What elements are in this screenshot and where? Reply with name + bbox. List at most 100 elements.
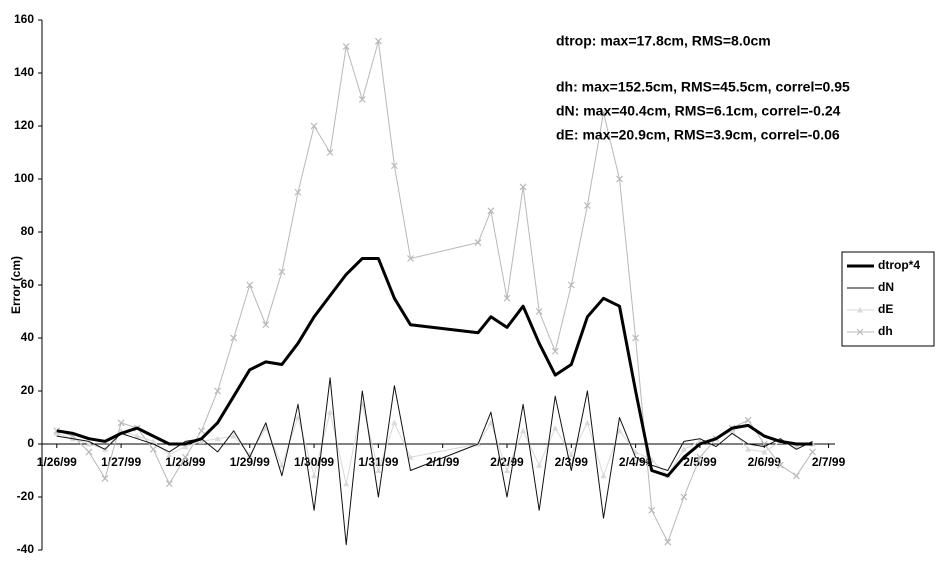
marker: [552, 425, 559, 431]
marker: [375, 467, 382, 473]
marker: [150, 438, 157, 444]
y-tick-label: -20: [17, 489, 35, 503]
marker: [536, 462, 543, 468]
marker: [632, 334, 640, 342]
marker: [648, 506, 656, 514]
marker: [503, 294, 511, 302]
marker: [584, 419, 591, 426]
marker: [520, 427, 527, 434]
series-line: [56, 257, 813, 478]
annotation: dtrop: max=17.8cm, RMS=8.0cm: [556, 33, 771, 49]
y-axis-label: Error (cm): [9, 256, 23, 314]
marker: [85, 441, 92, 447]
x-tick-label: 2/2/99: [490, 455, 524, 469]
legend-label: dtrop*4: [878, 258, 920, 272]
y-tick-label: 20: [21, 383, 35, 397]
marker: [198, 438, 205, 444]
y-tick-label: 120: [14, 118, 34, 132]
annotation: dE: max=20.9cm, RMS=3.9cm, correl=-0.06: [556, 127, 840, 143]
marker: [474, 239, 482, 247]
marker: [567, 281, 575, 289]
marker: [53, 430, 60, 436]
legend-label: dh: [878, 324, 893, 338]
marker: [744, 416, 752, 424]
x-tick-label: 1/27/99: [101, 455, 141, 469]
marker: [198, 427, 205, 435]
marker: [407, 255, 414, 262]
marker: [149, 445, 157, 453]
x-tick-label: 2/3/99: [555, 455, 589, 469]
marker: [616, 175, 623, 183]
marker: [391, 162, 398, 170]
x-tick-label: 2/6/99: [748, 455, 782, 469]
marker: [809, 448, 816, 456]
marker: [535, 308, 543, 315]
y-tick-label: -40: [17, 542, 35, 556]
marker: [181, 453, 189, 461]
marker: [311, 472, 318, 479]
annotation: dh: max=152.5cm, RMS=45.5cm, correl=0.95: [556, 79, 850, 95]
marker: [568, 451, 575, 458]
marker: [134, 433, 141, 439]
legend-label: dE: [878, 302, 893, 316]
marker: [326, 149, 334, 156]
marker: [117, 419, 125, 427]
y-tick-label: 40: [21, 330, 35, 344]
marker: [294, 188, 302, 196]
marker: [358, 96, 366, 103]
marker: [792, 472, 800, 480]
y-tick-label: 140: [14, 65, 34, 79]
marker: [310, 122, 318, 130]
legend-box: [841, 251, 935, 347]
marker: [551, 347, 559, 355]
marker: [230, 433, 237, 439]
marker: [407, 454, 414, 460]
marker: [343, 480, 350, 487]
marker: [85, 448, 93, 456]
marker: [696, 453, 704, 461]
x-tick-label: 1/30/99: [294, 455, 334, 469]
x-tick-label: 1/28/99: [165, 455, 205, 469]
marker: [374, 37, 382, 45]
legend-marker: [857, 307, 863, 313]
x-tick-label: 2/1/99: [426, 455, 460, 469]
marker: [278, 268, 286, 276]
marker: [503, 467, 510, 473]
marker: [616, 427, 623, 434]
marker: [246, 281, 254, 289]
marker: [278, 462, 285, 468]
marker: [487, 419, 494, 426]
marker: [600, 472, 607, 479]
marker: [166, 451, 173, 458]
marker: [664, 538, 672, 546]
marker: [214, 435, 221, 442]
marker: [729, 427, 736, 434]
marker: [165, 480, 173, 488]
marker: [487, 207, 495, 215]
marker: [600, 109, 607, 117]
y-tick-label: 100: [14, 171, 34, 185]
y-tick-label: 80: [21, 224, 35, 238]
y-tick-label: 160: [14, 12, 34, 26]
x-tick-label: 2/4/99: [619, 455, 653, 469]
annotation: dN: max=40.4cm, RMS=6.1cm, correl=-0.24: [556, 103, 841, 119]
x-tick-label: 2/5/99: [683, 455, 717, 469]
legend-label: dN: [878, 280, 894, 294]
marker: [519, 183, 527, 191]
x-tick-label: 1/26/99: [37, 455, 77, 469]
marker: [101, 475, 109, 482]
marker: [230, 334, 238, 342]
marker: [745, 446, 752, 452]
y-tick-label: 0: [27, 436, 34, 450]
y-tick-label: 60: [21, 277, 35, 291]
x-tick-label: 2/7/99: [812, 455, 846, 469]
marker: [342, 43, 350, 50]
marker: [761, 448, 768, 455]
marker: [214, 387, 222, 395]
marker: [680, 493, 688, 501]
marker: [583, 202, 591, 209]
marker: [391, 419, 398, 426]
marker: [262, 321, 270, 329]
